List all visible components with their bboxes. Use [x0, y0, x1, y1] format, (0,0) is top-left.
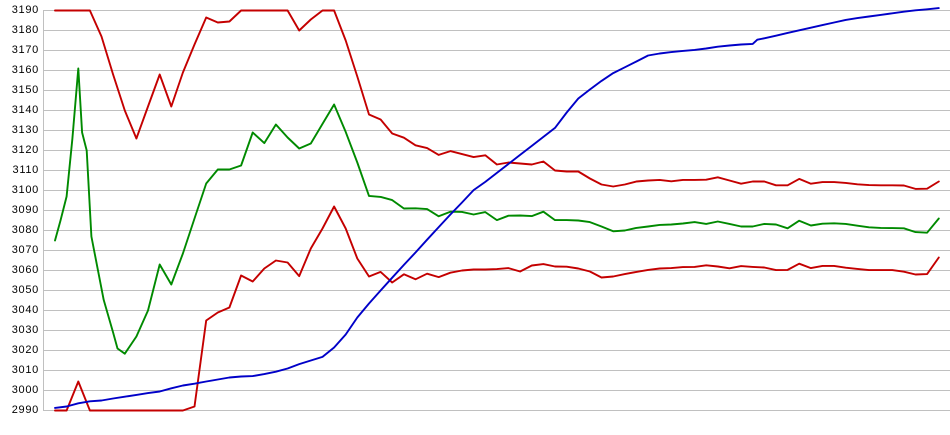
- svg-text:3100: 3100: [12, 184, 39, 196]
- svg-text:3160: 3160: [12, 64, 39, 76]
- svg-text:3150: 3150: [12, 84, 39, 96]
- svg-text:3060: 3060: [12, 264, 39, 276]
- svg-text:3170: 3170: [12, 44, 39, 56]
- svg-text:3120: 3120: [12, 144, 39, 156]
- svg-text:3180: 3180: [12, 24, 39, 36]
- svg-text:3050: 3050: [12, 284, 39, 296]
- svg-text:3190: 3190: [12, 4, 39, 16]
- svg-text:3040: 3040: [12, 304, 39, 316]
- svg-text:3140: 3140: [12, 104, 39, 116]
- svg-text:3030: 3030: [12, 324, 39, 336]
- svg-text:3000: 3000: [12, 384, 39, 396]
- svg-text:3080: 3080: [12, 224, 39, 236]
- svg-text:3090: 3090: [12, 204, 39, 216]
- svg-text:3110: 3110: [13, 164, 39, 176]
- svg-text:3010: 3010: [12, 364, 39, 376]
- svg-text:2990: 2990: [12, 404, 39, 416]
- svg-text:3020: 3020: [12, 344, 39, 356]
- svg-text:3070: 3070: [12, 244, 39, 256]
- svg-text:3130: 3130: [12, 124, 39, 136]
